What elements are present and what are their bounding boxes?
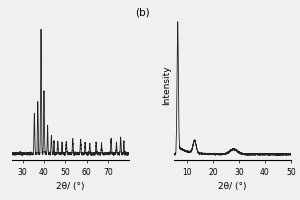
Text: (b): (b) [135, 7, 149, 17]
X-axis label: 2θ/ (°): 2θ/ (°) [56, 182, 85, 191]
X-axis label: 2θ/ (°): 2θ/ (°) [218, 182, 247, 191]
Y-axis label: Intensity: Intensity [162, 65, 171, 105]
